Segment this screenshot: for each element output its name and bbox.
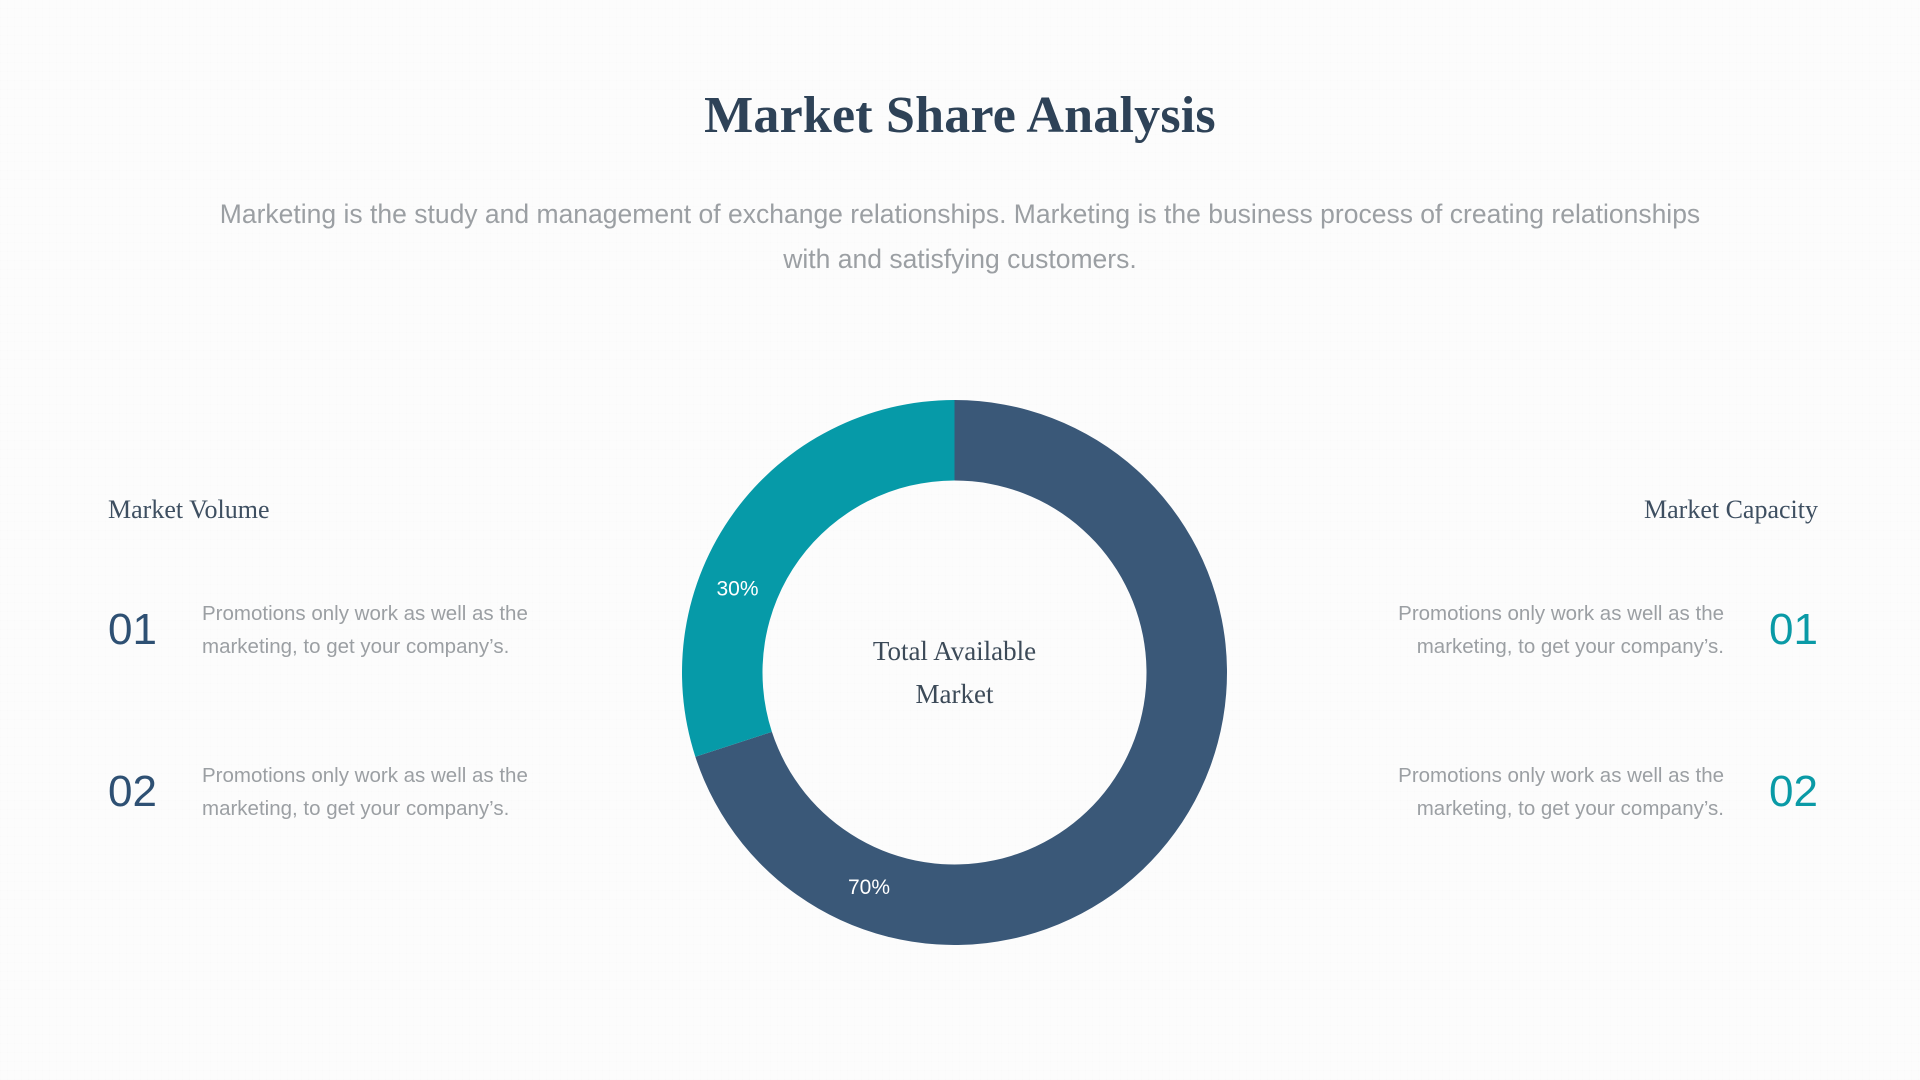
- list-item-text: Promotions only work as well as the mark…: [202, 764, 528, 820]
- list-item-number: 02: [1769, 767, 1818, 816]
- list-item[interactable]: Promotions only work as well as the mark…: [1288, 759, 1818, 825]
- list-item[interactable]: 01 Promotions only work as well as the m…: [108, 597, 638, 663]
- list-item-number: 02: [108, 767, 157, 816]
- left-column-heading: Market Volume: [108, 495, 270, 524]
- list-item[interactable]: Promotions only work as well as the mark…: [1288, 597, 1818, 663]
- page-subtitle: Marketing is the study and management of…: [219, 199, 1701, 274]
- donut-slices: [682, 400, 1227, 945]
- page-title: Market Share Analysis: [704, 87, 1216, 144]
- list-item-number: 01: [1769, 605, 1818, 654]
- donut-slice[interactable]: [682, 400, 955, 757]
- list-item-text: Promotions only work as well as the mark…: [1398, 764, 1724, 820]
- right-column-heading: Market Capacity: [1644, 495, 1818, 524]
- list-item[interactable]: 02 Promotions only work as well as the m…: [108, 759, 638, 825]
- donut-chart: 70% 30% Total Available Market: [682, 400, 1227, 945]
- donut-slice-label: 70%: [848, 876, 890, 899]
- list-item-number: 01: [108, 605, 157, 654]
- donut-chart-svg: 70% 30%: [682, 400, 1227, 945]
- donut-slice-label: 30%: [716, 577, 758, 600]
- list-item-text: Promotions only work as well as the mark…: [202, 602, 528, 658]
- list-item-text: Promotions only work as well as the mark…: [1398, 602, 1724, 658]
- right-column: Market Capacity Promotions only work as …: [1288, 495, 1818, 825]
- donut-slice[interactable]: [695, 400, 1227, 945]
- left-column: Market Volume 01 Promotions only work as…: [108, 495, 638, 825]
